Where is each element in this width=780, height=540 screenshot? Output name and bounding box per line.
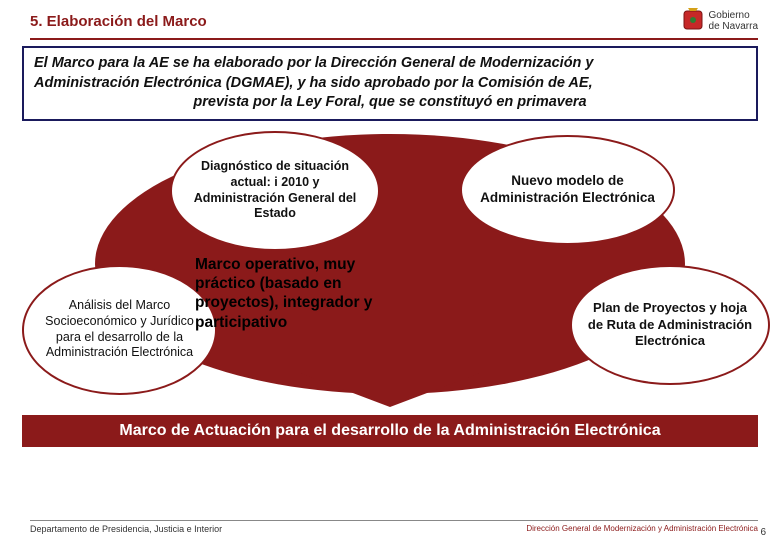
- intro-text: El Marco para la AE se ha elaborado por …: [34, 54, 746, 113]
- header: 5. Elaboración del Marco Gobierno de Nav…: [0, 0, 780, 38]
- footer-left: Departamento de Presidencia, Justicia e …: [30, 524, 222, 534]
- bubble-plan-text: Plan de Proyectos y hoja de Ruta de Admi…: [586, 300, 754, 349]
- logo-text: Gobierno de Navarra: [709, 10, 758, 32]
- footer-rule: [30, 520, 758, 521]
- logo-line-1: Gobierno: [709, 10, 758, 21]
- bubble-analisis-text: Análisis del Marco Socioeconómico y Jurí…: [38, 298, 201, 361]
- footer: Departamento de Presidencia, Justicia e …: [0, 520, 780, 534]
- header-rule: [30, 38, 758, 40]
- section-title: 5. Elaboración del Marco: [30, 13, 207, 30]
- intro-line-1: El Marco para la AE se ha elaborado por …: [34, 55, 594, 71]
- bubble-plan: Plan de Proyectos y hoja de Ruta de Admi…: [570, 265, 770, 385]
- navarra-logo: Gobierno de Navarra: [682, 8, 758, 34]
- down-arrow-icon: [300, 373, 480, 407]
- bubble-diagnostico: Diagnóstico de situación actual: i 2010 …: [170, 131, 380, 251]
- bubble-diagnostico-text: Diagnóstico de situación actual: i 2010 …: [186, 159, 364, 222]
- intro-line-2: Administración Electrónica (DGMAE), y ha…: [34, 75, 593, 91]
- logo-line-2: de Navarra: [709, 21, 758, 32]
- footer-right: Dirección General de Modernización y Adm…: [526, 524, 758, 533]
- diagram: Diagnóstico de situación actual: i 2010 …: [0, 125, 780, 415]
- bubble-nuevo-text: Nuevo modelo de Administración Electróni…: [476, 173, 659, 207]
- bubble-nuevo-modelo: Nuevo modelo de Administración Electróni…: [460, 135, 675, 245]
- intro-line-3: prevista por la Ley Foral, que se consti…: [34, 93, 746, 113]
- intro-box: El Marco para la AE se ha elaborado por …: [22, 46, 758, 121]
- page-number: 6: [760, 527, 766, 538]
- shield-icon: [682, 8, 704, 34]
- bubble-analisis: Análisis del Marco Socioeconómico y Jurí…: [22, 265, 217, 395]
- bottom-bar: Marco de Actuación para el desarrollo de…: [22, 415, 758, 447]
- center-text: Marco operativo, muy práctico (basado en…: [195, 255, 395, 333]
- bottom-bar-text: Marco de Actuación para el desarrollo de…: [119, 422, 660, 439]
